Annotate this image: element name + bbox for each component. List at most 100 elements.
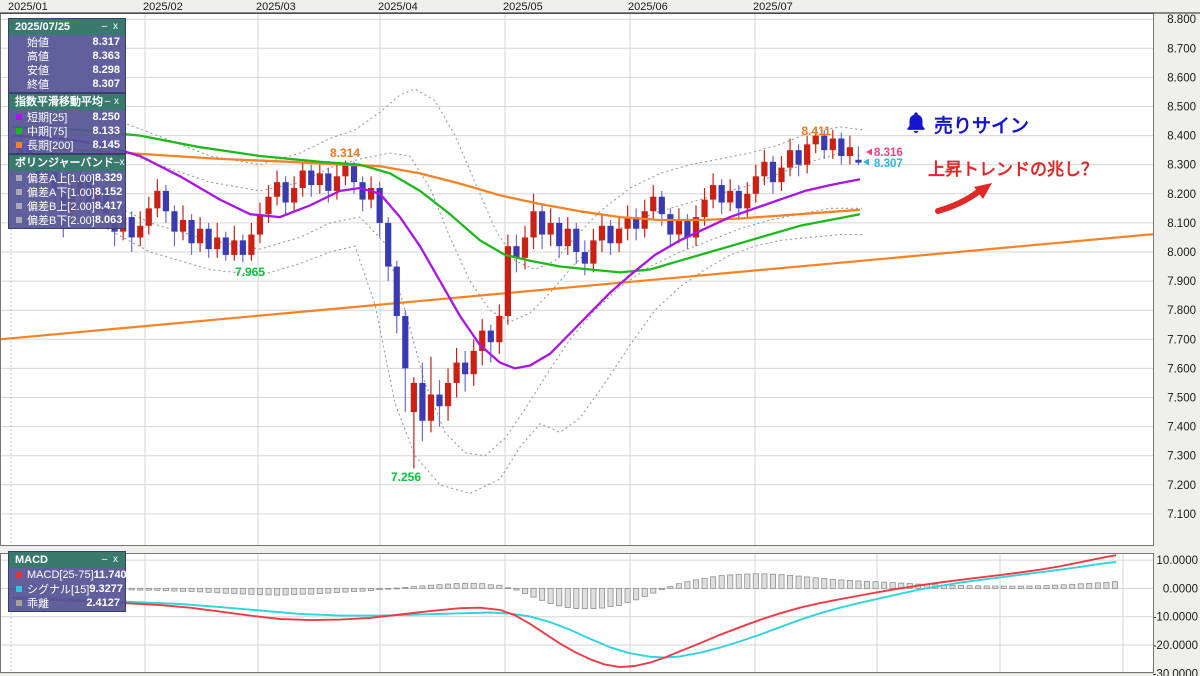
candle-body — [325, 173, 332, 191]
macd-histogram-bar — [881, 581, 888, 589]
candle-body — [308, 170, 315, 186]
candle-body — [590, 240, 597, 264]
trend-arrow[interactable] — [925, 178, 1005, 223]
macd-histogram-bar — [479, 583, 486, 589]
candle-body — [761, 161, 768, 177]
trend-note-label[interactable]: 上昇トレンドの兆し？ — [928, 160, 1098, 179]
candle-body — [667, 214, 674, 235]
macd-histogram-bar — [624, 588, 631, 603]
macd-histogram-bar — [598, 588, 605, 609]
close-icon[interactable]: x — [113, 554, 118, 565]
minimize-icon[interactable]: – — [101, 554, 108, 565]
macd-histogram-bar — [1069, 583, 1076, 589]
panel-bollinger-header[interactable]: ボリンジャーバンド – x — [9, 155, 125, 171]
macd-histogram-bar — [992, 585, 999, 589]
macd-histogram-bar — [205, 588, 212, 593]
macd-histogram-bar — [436, 584, 443, 589]
candle-body — [145, 208, 152, 226]
candle-body — [436, 394, 443, 407]
macd-histogram-bar — [958, 585, 965, 589]
candle-body — [410, 382, 417, 413]
candle-body — [205, 228, 212, 250]
ema-mid-line — [11, 125, 861, 274]
panel-ohlc-header[interactable]: 2025/07/25 – x — [9, 19, 125, 35]
price-tick: 8.100 — [1167, 218, 1196, 230]
candle-body — [239, 240, 246, 255]
macd-histogram-bar — [693, 579, 700, 589]
candle-body — [188, 219, 195, 244]
candle-body — [171, 211, 178, 232]
macd-histogram-bar — [453, 583, 460, 589]
candle-body — [496, 316, 503, 343]
macd-histogram-bar — [462, 582, 469, 589]
macd-histogram-bar — [727, 574, 734, 589]
close-icon[interactable]: x — [114, 96, 119, 107]
price-tick: 8.400 — [1167, 131, 1196, 143]
close-icon[interactable]: x — [119, 157, 125, 168]
panel-ema-header[interactable]: 指数平滑移動平均 – x — [9, 94, 125, 110]
candle-body — [248, 234, 255, 255]
macd-histogram-bar — [564, 588, 571, 608]
macd-histogram-bar — [1017, 585, 1024, 589]
candle-body — [633, 217, 640, 229]
month-label: 2025/05 — [503, 1, 543, 13]
macd-histogram-bar — [556, 588, 563, 607]
price-tick: 8.600 — [1167, 72, 1196, 84]
price-tick: 7.300 — [1167, 451, 1196, 463]
macd-histogram-bar — [1060, 584, 1067, 589]
panel-ohlc-title: 2025/07/25 — [15, 21, 71, 33]
candle-body — [615, 228, 623, 244]
month-label: 2025/06 — [628, 1, 668, 13]
macd-histogram-bar — [761, 573, 768, 589]
macd-plot-frame — [0, 553, 1154, 673]
candle-body — [607, 225, 614, 244]
bollinger-row-b-up: 偏差B上[2.00] 8.417 — [9, 199, 125, 213]
panel-ema-title: 指数平滑移動平均 — [15, 96, 103, 108]
macd-histogram-bar — [470, 582, 477, 589]
candle-body — [256, 214, 264, 235]
candle-body — [231, 240, 238, 255]
bollinger-band-line — [11, 88, 863, 271]
macd-histogram-bar — [718, 575, 725, 589]
macd-histogram-bar — [496, 584, 503, 589]
swing-price-label: 7.256 — [391, 470, 421, 484]
price-tick: 8.500 — [1167, 102, 1196, 114]
candle-body — [513, 246, 520, 258]
candle-body — [778, 167, 785, 183]
panel-ema: 指数平滑移動平均 – x 短期[25] 8.250 中期[75] 8.133 長期[… — [8, 93, 126, 154]
panel-macd-header[interactable]: MACD – x — [9, 552, 125, 568]
macd-plot-bg — [0, 553, 1153, 673]
macd-histogram-bar — [1111, 581, 1118, 589]
macd-histogram-bar — [445, 583, 452, 589]
macd-tick: -20.0000 — [1153, 640, 1198, 652]
macd-histogram-bar — [1077, 583, 1084, 589]
close-icon[interactable]: x — [113, 21, 118, 32]
candle-body — [214, 237, 221, 250]
minimize-icon[interactable]: – — [104, 96, 111, 107]
macd-histogram-bar — [393, 587, 400, 590]
macd-histogram-bar — [1086, 582, 1093, 589]
candle-body — [385, 222, 392, 267]
macd-histogram-bar — [308, 588, 315, 595]
minimize-icon[interactable]: – — [101, 21, 108, 32]
panel-bollinger: ボリンジャーバンド – x 偏差A上[1.00] 8.329 偏差A下[1.00]… — [8, 154, 126, 229]
macd-histogram-bar — [949, 584, 956, 589]
macd-histogram-bar — [607, 588, 614, 607]
ohlc-row-open: 始値 8.317 — [27, 36, 120, 49]
candle-body — [291, 187, 298, 203]
bell-icon[interactable] — [903, 109, 929, 137]
macd-histogram-bar — [342, 588, 349, 593]
sell-signal-label[interactable]: 売りサイン — [934, 116, 1030, 137]
macd-histogram-bar — [487, 584, 494, 589]
macd-histogram-bar — [641, 588, 648, 597]
ema-long-swatch — [16, 142, 22, 148]
macd-histogram-bar — [137, 588, 144, 591]
ema-mid-swatch — [16, 128, 22, 134]
minimize-icon[interactable]: – — [113, 157, 120, 168]
macd-histogram-bar — [855, 580, 862, 589]
macd-histogram-bar — [1103, 581, 1110, 589]
macd-histogram-bar — [684, 581, 691, 589]
candle-body — [701, 199, 708, 218]
candle-body — [350, 164, 358, 183]
